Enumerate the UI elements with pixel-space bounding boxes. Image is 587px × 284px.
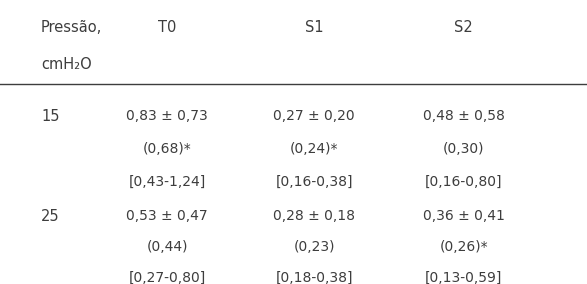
Text: (0,26)*: (0,26)*: [440, 240, 488, 254]
Text: (0,68)*: (0,68)*: [143, 142, 192, 156]
Text: T0: T0: [158, 20, 177, 35]
Text: 15: 15: [41, 109, 60, 124]
Text: [0,27-0,80]: [0,27-0,80]: [129, 271, 206, 284]
Text: (0,24)*: (0,24)*: [290, 142, 338, 156]
Text: 0,28 ± 0,18: 0,28 ± 0,18: [273, 209, 355, 223]
Text: (0,30): (0,30): [443, 142, 484, 156]
Text: [0,16-0,80]: [0,16-0,80]: [425, 175, 502, 189]
Text: 0,83 ± 0,73: 0,83 ± 0,73: [126, 109, 208, 123]
Text: S2: S2: [454, 20, 473, 35]
Text: (0,44): (0,44): [147, 240, 188, 254]
Text: S1: S1: [305, 20, 323, 35]
Text: 0,27 ± 0,20: 0,27 ± 0,20: [273, 109, 355, 123]
Text: 0,36 ± 0,41: 0,36 ± 0,41: [423, 209, 505, 223]
Text: 0,48 ± 0,58: 0,48 ± 0,58: [423, 109, 505, 123]
Text: Pressão,: Pressão,: [41, 20, 102, 35]
Text: (0,23): (0,23): [294, 240, 335, 254]
Text: [0,16-0,38]: [0,16-0,38]: [275, 175, 353, 189]
Text: [0,18-0,38]: [0,18-0,38]: [275, 271, 353, 284]
Text: 25: 25: [41, 209, 60, 224]
Text: 0,53 ± 0,47: 0,53 ± 0,47: [126, 209, 208, 223]
Text: cmH₂O: cmH₂O: [41, 57, 92, 72]
Text: [0,13-0,59]: [0,13-0,59]: [425, 271, 502, 284]
Text: [0,43-1,24]: [0,43-1,24]: [129, 175, 206, 189]
